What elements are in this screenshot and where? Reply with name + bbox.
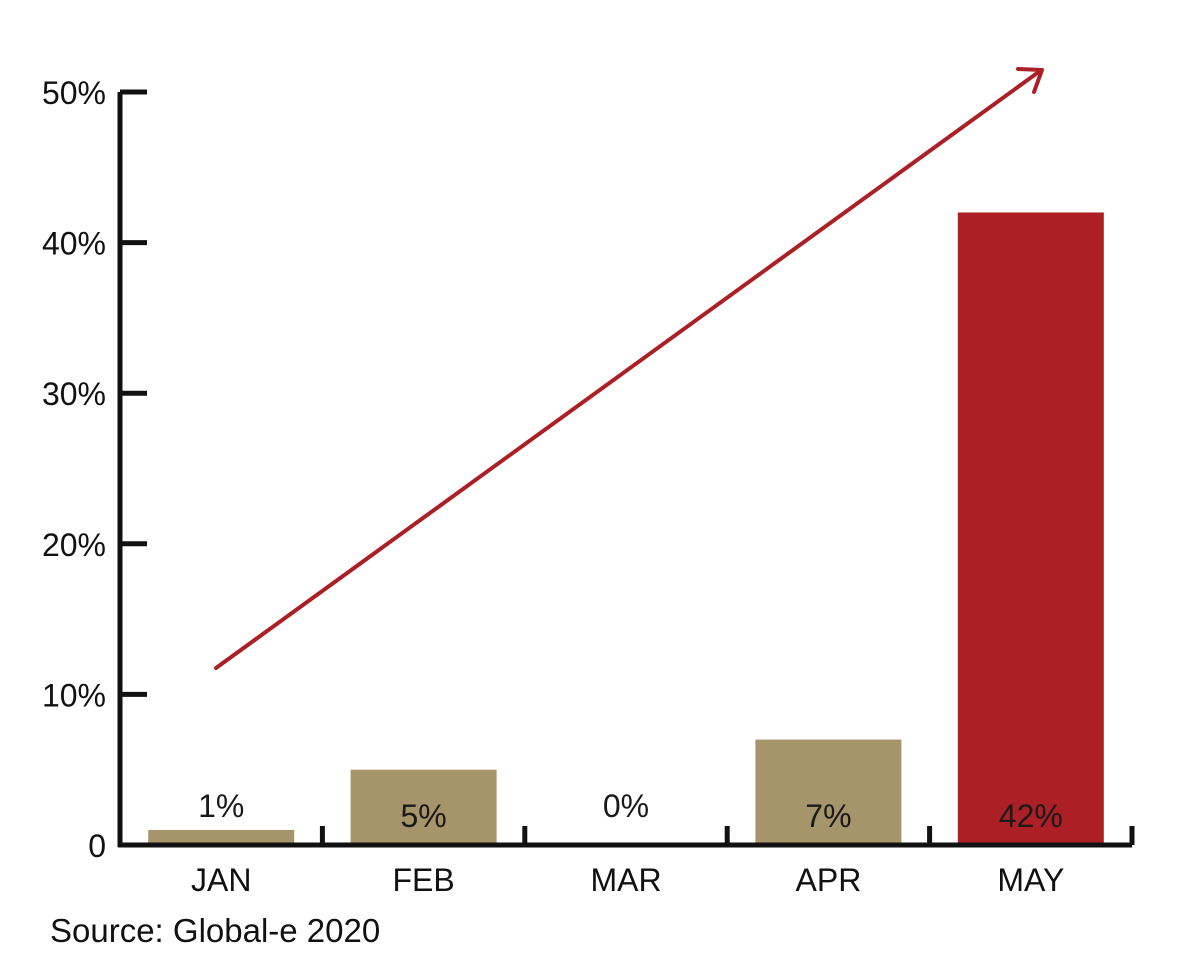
y-tick-label: 50% <box>42 75 106 111</box>
x-tick-label: JAN <box>191 862 251 898</box>
bar-jan <box>148 829 295 845</box>
data-label: 1% <box>198 788 244 824</box>
x-tick-label: MAY <box>997 862 1064 898</box>
x-tick-label: MAR <box>590 862 661 898</box>
trend-arrow <box>214 67 1044 670</box>
y-tick-label: 20% <box>42 527 106 563</box>
data-label: 42% <box>999 798 1063 834</box>
y-tick-label: 30% <box>42 376 106 412</box>
y-tick-label: 0 <box>88 828 106 864</box>
bar-apr <box>755 739 902 845</box>
bars <box>148 212 1104 846</box>
bar-feb <box>350 769 497 845</box>
y-tick-label: 10% <box>42 677 106 713</box>
trend-arrow-head <box>1016 67 1044 94</box>
trend-arrow-line <box>214 69 1042 670</box>
x-tick-label: FEB <box>392 862 454 898</box>
bar-may <box>957 212 1104 846</box>
labels: 0 10% 20% 30% 40% 50% JAN FEB MAR APR MAY 1% 5% 0% 7% 4… <box>42 75 1064 898</box>
source-note: Source: Global-e 2020 <box>50 912 381 949</box>
data-label: 0% <box>603 788 649 824</box>
data-label: 5% <box>400 798 446 834</box>
data-label: 7% <box>805 798 851 834</box>
x-tick-label: APR <box>796 862 862 898</box>
y-tick-label: 40% <box>42 226 106 262</box>
axes <box>117 89 1135 848</box>
